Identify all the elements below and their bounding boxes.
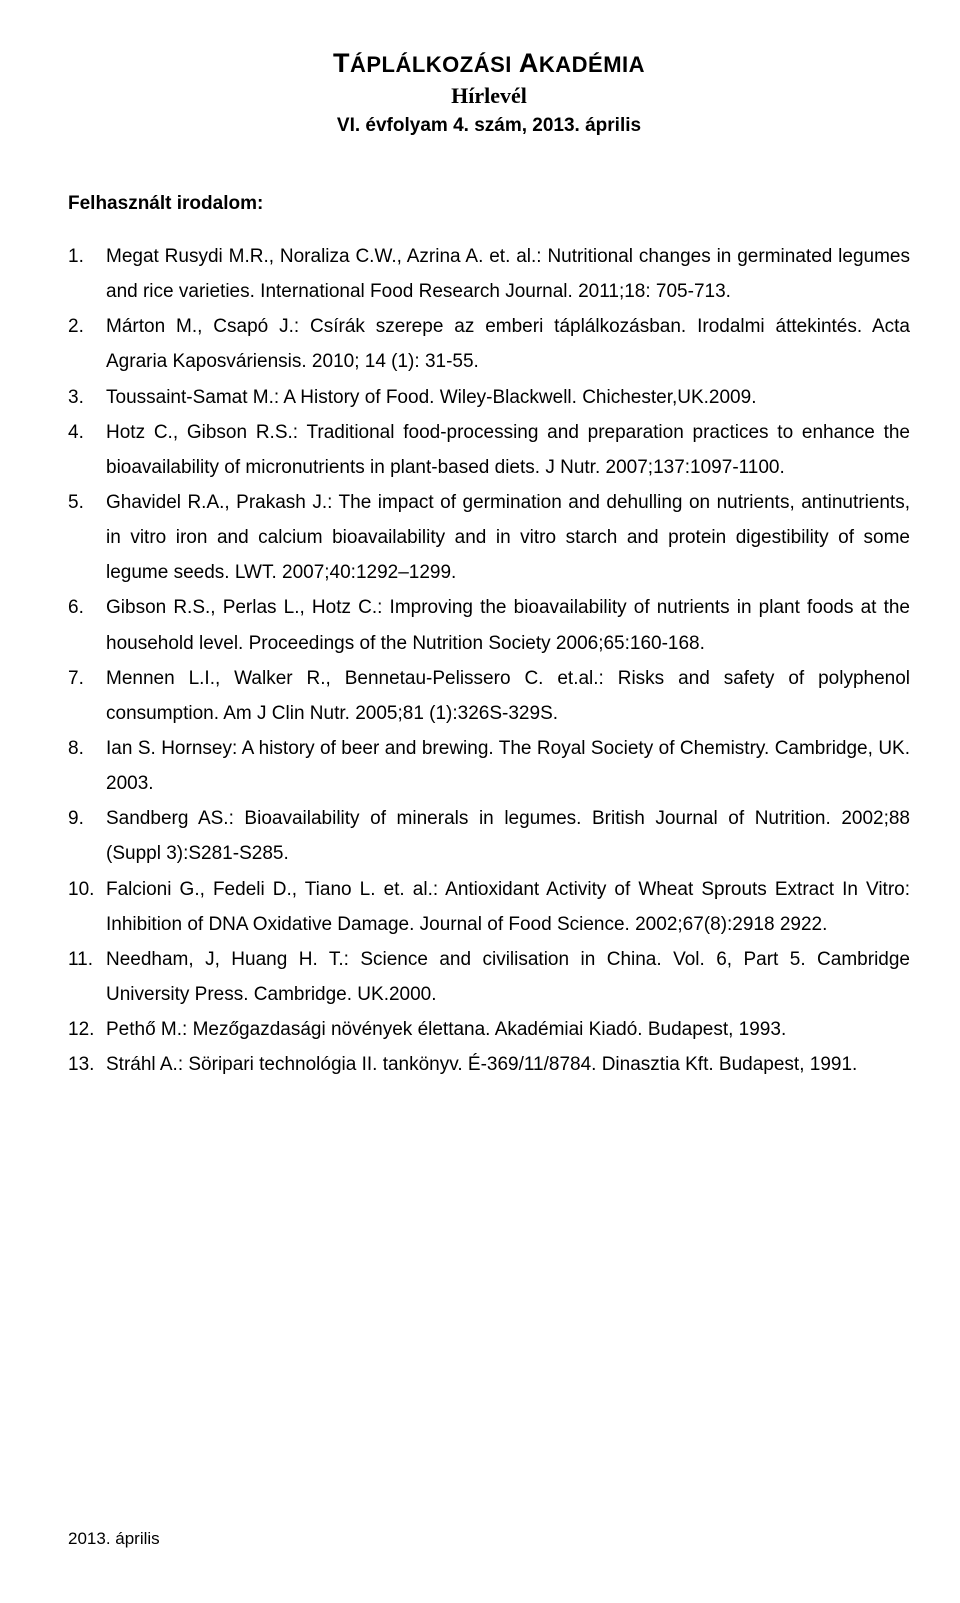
footer-date: 2013. április — [68, 1529, 160, 1549]
reference-item: Mennen L.I., Walker R., Bennetau-Pelisse… — [68, 661, 910, 731]
main-title: TÁPLÁLKOZÁSI AKADÉMIA — [68, 48, 910, 79]
issue-info: VI. évfolyam 4. szám, 2013. április — [68, 115, 910, 137]
title-word2-first: A — [519, 48, 539, 78]
reference-item: Megat Rusydi M.R., Noraliza C.W., Azrina… — [68, 239, 910, 309]
reference-item: Toussaint-Samat M.: A History of Food. W… — [68, 380, 910, 415]
reference-item: Ghavidel R.A., Prakash J.: The impact of… — [68, 485, 910, 590]
reference-list: Megat Rusydi M.R., Noraliza C.W., Azrina… — [68, 239, 910, 1082]
title-word1-rest: ÁPLÁLKOZÁSI — [350, 52, 512, 77]
reference-item: Needham, J, Huang H. T.: Science and civ… — [68, 942, 910, 1012]
reference-item: Sandberg AS.: Bioavailability of mineral… — [68, 801, 910, 871]
reference-item: Stráhl A.: Söripari technológia II. tank… — [68, 1047, 910, 1082]
reference-item: Falcioni G., Fedeli D., Tiano L. et. al.… — [68, 872, 910, 942]
subtitle: Hírlevél — [68, 83, 910, 109]
reference-item: Hotz C., Gibson R.S.: Traditional food-p… — [68, 415, 910, 485]
document-header: TÁPLÁLKOZÁSI AKADÉMIA Hírlevél VI. évfol… — [68, 48, 910, 137]
title-word1-first: T — [333, 48, 350, 78]
reference-item: Márton M., Csapó J.: Csírák szerepe az e… — [68, 309, 910, 379]
section-heading: Felhasznált irodalom: — [68, 193, 910, 215]
reference-item: Pethő M.: Mezőgazdasági növények élettan… — [68, 1012, 910, 1047]
reference-item: Gibson R.S., Perlas L., Hotz C.: Improvi… — [68, 590, 910, 660]
title-word2-rest: KADÉMIA — [539, 52, 645, 77]
reference-item: Ian S. Hornsey: A history of beer and br… — [68, 731, 910, 801]
